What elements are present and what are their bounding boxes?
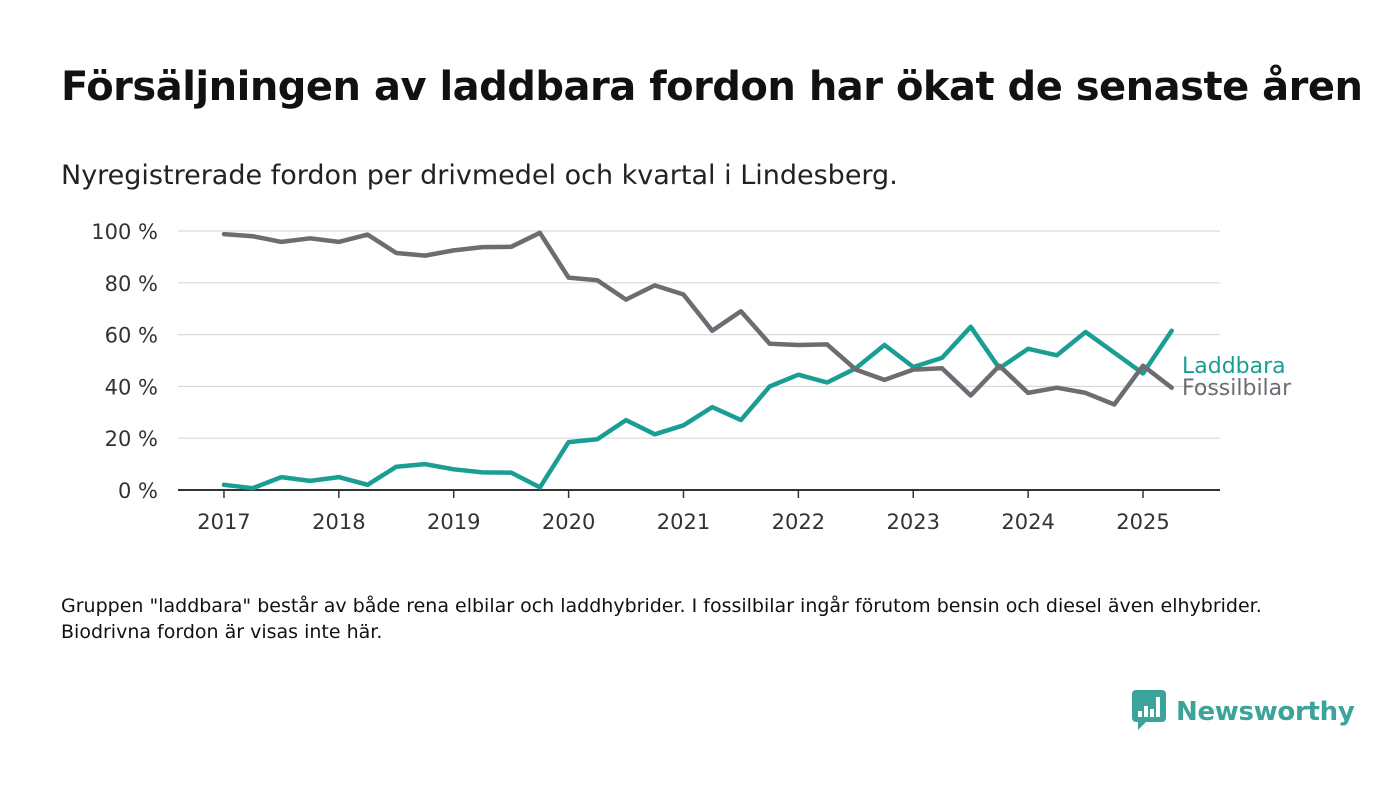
x-axis: 2017 2018 2019 2020 2021 2022 2023 2024 2025: [178, 489, 1220, 534]
x-tick-label: 2022: [772, 510, 825, 534]
x-tick-label: 2021: [657, 510, 710, 534]
chart-subtitle: Nyregistrerade fordon per drivmedel och …: [61, 160, 898, 191]
brand-logo[interactable]: Newsworthy: [1132, 690, 1355, 734]
y-tick-label: 60 %: [105, 324, 158, 348]
chart-title: Försäljningen av laddbara fordon har öka…: [61, 64, 1363, 110]
y-tick-label: 0 %: [118, 479, 158, 503]
newsworthy-logo-icon: [1132, 690, 1166, 734]
series-line-laddbara: [221, 324, 1174, 491]
grid-lines: [178, 230, 1220, 439]
footnote: Gruppen "laddbara" består av både rena e…: [61, 595, 1262, 643]
brand-name: Newsworthy: [1176, 697, 1355, 727]
x-tick-label: 2024: [1001, 510, 1054, 534]
x-tick-label: 2019: [427, 510, 480, 534]
series-label-laddbara: Laddbara: [1182, 354, 1286, 379]
y-tick-label: 100 %: [91, 220, 158, 244]
y-axis-tick-labels: 0 % 20 % 40 % 60 % 80 % 100 %: [91, 220, 158, 503]
x-tick-label: 2025: [1116, 510, 1169, 534]
x-tick-label: 2018: [312, 510, 365, 534]
x-tick-label: 2017: [197, 510, 250, 534]
line-chart: 0 % 20 % 40 % 60 % 80 % 100 % 2017 2018 2019 202…: [91, 220, 1292, 534]
series-lines: [221, 230, 1174, 491]
series-label-fossilbilar: Fossilbilar: [1182, 376, 1292, 401]
x-tick-label: 2020: [542, 510, 595, 534]
x-tick-label: 2023: [887, 510, 940, 534]
y-tick-label: 80 %: [105, 272, 158, 296]
y-tick-label: 40 %: [105, 375, 158, 399]
y-tick-label: 20 %: [105, 427, 158, 451]
series-line-fossilbilar: [221, 230, 1174, 407]
